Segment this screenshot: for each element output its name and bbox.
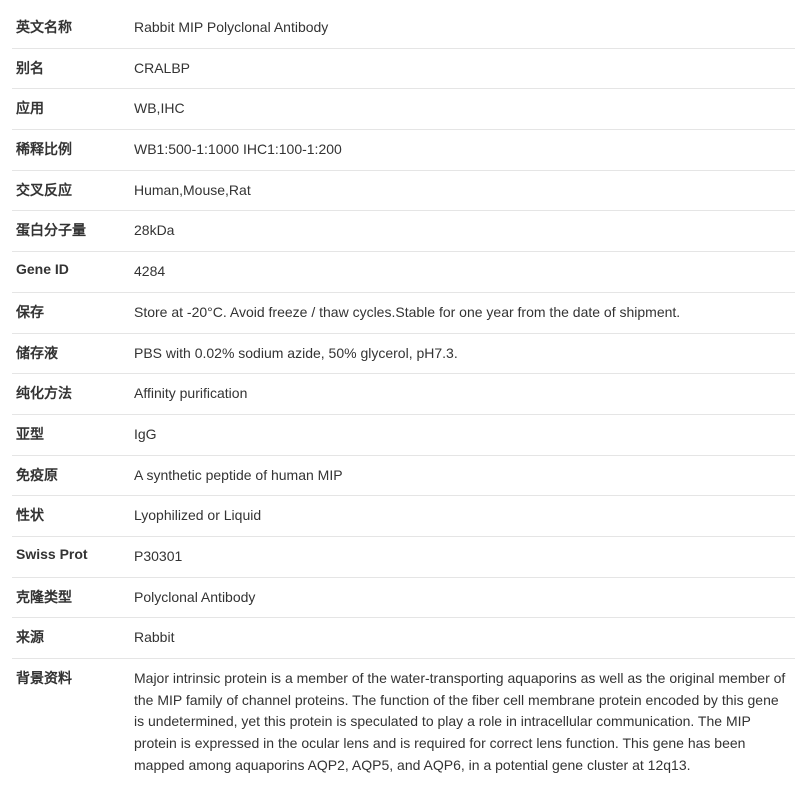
table-row: 性状 Lyophilized or Liquid	[12, 496, 795, 537]
row-label: 克隆类型	[16, 587, 134, 607]
row-value: WB1:500-1:1000 IHC1:100-1:200	[134, 139, 791, 161]
row-label: 交叉反应	[16, 180, 134, 200]
row-value: Rabbit MIP Polyclonal Antibody	[134, 17, 791, 39]
table-row: 亚型 IgG	[12, 415, 795, 456]
table-row: 背景资料 Major intrinsic protein is a member…	[12, 659, 795, 785]
spec-table: 英文名称 Rabbit MIP Polyclonal Antibody 别名 C…	[12, 8, 795, 785]
row-value: P30301	[134, 546, 791, 568]
row-value: IgG	[134, 424, 791, 446]
table-row: 交叉反应 Human,Mouse,Rat	[12, 171, 795, 212]
row-label: Gene ID	[16, 261, 134, 277]
row-label: 免疫原	[16, 465, 134, 485]
row-value: Lyophilized or Liquid	[134, 505, 791, 527]
row-label: 性状	[16, 505, 134, 525]
row-label: 背景资料	[16, 668, 134, 688]
row-label: 稀释比例	[16, 139, 134, 159]
row-label: 亚型	[16, 424, 134, 444]
row-label: 保存	[16, 302, 134, 322]
row-value: A synthetic peptide of human MIP	[134, 465, 791, 487]
row-label: 英文名称	[16, 17, 134, 37]
row-value: WB,IHC	[134, 98, 791, 120]
table-row: 克隆类型 Polyclonal Antibody	[12, 578, 795, 619]
row-label: 别名	[16, 58, 134, 78]
row-label: 纯化方法	[16, 383, 134, 403]
row-value: Polyclonal Antibody	[134, 587, 791, 609]
row-value: Rabbit	[134, 627, 791, 649]
row-value: Store at -20°C. Avoid freeze / thaw cycl…	[134, 302, 791, 324]
table-row: 纯化方法 Affinity purification	[12, 374, 795, 415]
table-row: 蛋白分子量 28kDa	[12, 211, 795, 252]
row-value: 28kDa	[134, 220, 791, 242]
table-row: 别名 CRALBP	[12, 49, 795, 90]
row-label: 应用	[16, 98, 134, 118]
row-label: 来源	[16, 627, 134, 647]
table-row: Gene ID 4284	[12, 252, 795, 293]
row-value: Human,Mouse,Rat	[134, 180, 791, 202]
table-row: 英文名称 Rabbit MIP Polyclonal Antibody	[12, 8, 795, 49]
row-value: 4284	[134, 261, 791, 283]
table-row: 免疫原 A synthetic peptide of human MIP	[12, 456, 795, 497]
row-value: PBS with 0.02% sodium azide, 50% glycero…	[134, 343, 791, 365]
table-row: 稀释比例 WB1:500-1:1000 IHC1:100-1:200	[12, 130, 795, 171]
table-row: 保存 Store at -20°C. Avoid freeze / thaw c…	[12, 293, 795, 334]
row-value: CRALBP	[134, 58, 791, 80]
row-value: Affinity purification	[134, 383, 791, 405]
table-row: 来源 Rabbit	[12, 618, 795, 659]
table-row: 应用 WB,IHC	[12, 89, 795, 130]
table-row: 储存液 PBS with 0.02% sodium azide, 50% gly…	[12, 334, 795, 375]
row-label: 储存液	[16, 343, 134, 363]
row-value: Major intrinsic protein is a member of t…	[134, 668, 791, 776]
row-label: 蛋白分子量	[16, 220, 134, 240]
table-row: Swiss Prot P30301	[12, 537, 795, 578]
row-label: Swiss Prot	[16, 546, 134, 562]
